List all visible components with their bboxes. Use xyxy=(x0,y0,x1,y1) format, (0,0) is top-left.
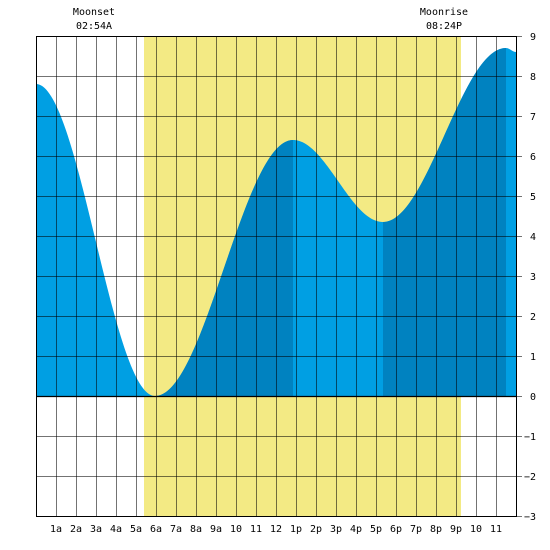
x-tick-label: 1a xyxy=(50,524,62,535)
x-tick-label: 9a xyxy=(210,524,222,535)
y-tick-label: 0 xyxy=(530,392,536,403)
x-tick-label: 1p xyxy=(290,524,302,535)
x-tick-label: 6p xyxy=(390,524,402,535)
x-tick-label: 4a xyxy=(110,524,122,535)
tide-area-dark-band-2 xyxy=(383,48,506,396)
y-tick-label: 8 xyxy=(530,72,536,83)
x-tick-label: 4p xyxy=(350,524,362,535)
y-tick-label: 7 xyxy=(530,112,536,123)
y-tick-label: 4 xyxy=(530,232,536,243)
x-tick-label: 5a xyxy=(130,524,142,535)
x-tick-label: 2p xyxy=(310,524,322,535)
x-tick-label: 7p xyxy=(410,524,422,535)
y-tick-label: 9 xyxy=(530,32,536,43)
x-tick-label: 8p xyxy=(430,524,442,535)
x-tick-label: 8a xyxy=(190,524,202,535)
x-tick-label: 11 xyxy=(490,524,502,535)
moonrise-title: Moonrise xyxy=(420,7,468,18)
x-tick-label: 7a xyxy=(170,524,182,535)
x-tick-label: 9p xyxy=(450,524,462,535)
tide-area-dark-band-1 xyxy=(156,140,293,396)
x-tick-label: 3p xyxy=(330,524,342,535)
x-tick-label: 11 xyxy=(250,524,262,535)
y-tick-label: −3 xyxy=(524,512,536,523)
x-tick-label: 10 xyxy=(230,524,242,535)
moonset-time: 02:54A xyxy=(76,21,112,32)
x-tick-label: 2a xyxy=(70,524,82,535)
y-tick-label: −2 xyxy=(524,472,536,483)
y-tick-label: 3 xyxy=(530,272,536,283)
y-tick-label: 6 xyxy=(530,152,536,163)
plot-frame xyxy=(36,36,517,517)
y-tick-label: 1 xyxy=(530,352,536,363)
x-tick-label: 12 xyxy=(270,524,282,535)
moonrise-time: 08:24P xyxy=(426,21,462,32)
y-tick-label: 5 xyxy=(530,192,536,203)
x-tick-label: 6a xyxy=(150,524,162,535)
x-tick-label: 5p xyxy=(370,524,382,535)
x-tick-label: 3a xyxy=(90,524,102,535)
y-tick-label: 2 xyxy=(530,312,536,323)
moonset-title: Moonset xyxy=(73,7,115,18)
y-tick-label: −1 xyxy=(524,432,536,443)
x-tick-label: 10 xyxy=(470,524,482,535)
